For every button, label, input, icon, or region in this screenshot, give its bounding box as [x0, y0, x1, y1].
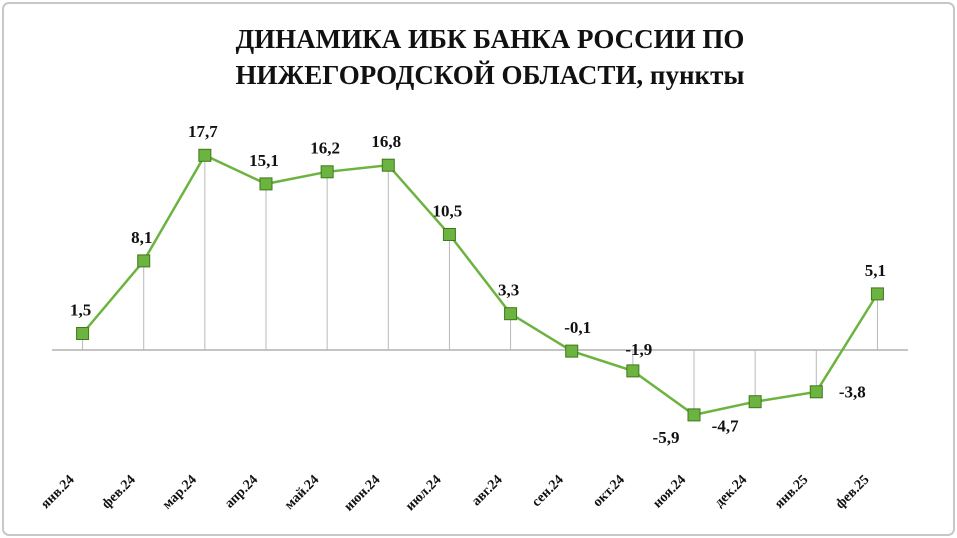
marker [870, 287, 884, 301]
value-label: 8,1 [131, 228, 152, 247]
marker [504, 307, 518, 321]
marker [198, 148, 212, 162]
marker [381, 158, 395, 172]
value-label: 16,8 [371, 132, 401, 151]
marker [809, 385, 823, 399]
chart-title: ДИНАМИКА ИБК БАНКА РОССИИ ПО [236, 24, 745, 54]
marker [748, 395, 762, 409]
marker [137, 254, 151, 268]
value-label: -4,7 [712, 417, 739, 436]
value-label: -3,8 [839, 383, 866, 402]
value-label: -5,9 [653, 428, 680, 447]
value-label: -1,9 [625, 340, 652, 359]
marker [320, 165, 334, 179]
value-label: 1,5 [70, 300, 91, 319]
marker [565, 344, 579, 358]
value-label: 10,5 [433, 201, 463, 220]
marker [626, 364, 640, 378]
value-label: 3,3 [498, 281, 519, 300]
series-line [81, 153, 879, 417]
marker [259, 177, 273, 191]
marker [687, 408, 701, 422]
marker [76, 327, 90, 340]
value-label: 5,1 [865, 261, 886, 280]
marker [442, 228, 456, 241]
value-label: 16,2 [310, 139, 340, 158]
value-label: 15,1 [249, 151, 279, 170]
value-label: 17,7 [188, 122, 218, 141]
chart-title: НИЖЕГОРОДСКОЙ ОБЛАСТИ, пункты [236, 60, 745, 90]
value-label: -0,1 [564, 318, 591, 337]
